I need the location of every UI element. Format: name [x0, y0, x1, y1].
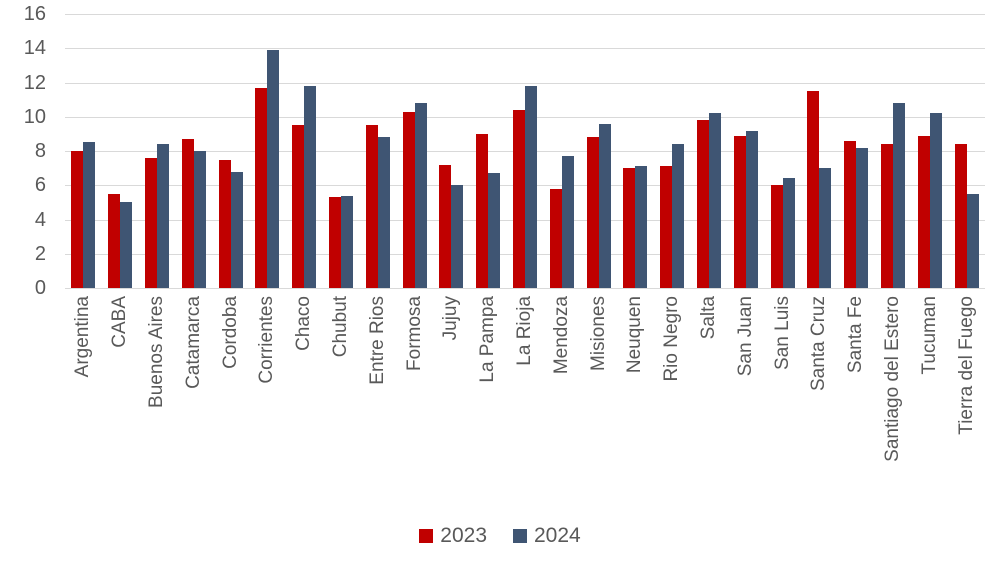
- bar-2024-misiones: [598, 123, 611, 288]
- bar-2023-corrientes: [255, 87, 268, 288]
- legend-swatch-2024: [513, 529, 527, 543]
- bar-2024-chaco: [304, 85, 317, 288]
- bar-2024-buenos-aires: [157, 144, 169, 288]
- y-tick-label-10: 10: [23, 105, 46, 128]
- legend: 2023 2024: [0, 519, 1000, 553]
- bar-2023-neuquen: [623, 168, 636, 288]
- y-tick-label-6: 6: [34, 174, 46, 197]
- x-tick-label-tucuman: Tucuman: [918, 296, 940, 375]
- x-tick-label-mendoza: Mendoza: [550, 296, 572, 375]
- bar-2024-la-rioja: [525, 85, 537, 288]
- bar-2023-tierra-del-fuego: [954, 144, 967, 288]
- x-tick-label-cordoba: Cordoba: [219, 296, 241, 369]
- bar-2024-entre-rios: [377, 137, 390, 288]
- x-tick-label-argentina: Argentina: [72, 296, 94, 378]
- bar-2023-santa-cruz: [807, 91, 820, 288]
- bar-2024-mendoza: [561, 156, 574, 288]
- y-tick-label-2: 2: [34, 242, 46, 265]
- bar-2024-argentina: [83, 142, 96, 288]
- y-tick-label-0: 0: [34, 277, 46, 299]
- y-tick-label-16: 16: [23, 3, 46, 25]
- x-tick-label-neuquen: Neuquen: [624, 296, 646, 374]
- bar-2024-salta: [709, 113, 721, 288]
- gridline-12: [65, 82, 985, 84]
- bar-2024-cordoba: [230, 171, 243, 289]
- bar-2023-chaco: [292, 125, 305, 288]
- bar-2023-la-rioja: [513, 109, 525, 288]
- bar-2023-catamarca: [181, 139, 194, 288]
- y-tick-label-4: 4: [34, 208, 46, 231]
- x-tick-label-salta: Salta: [698, 296, 719, 340]
- bar-2023-santa-fe: [844, 140, 857, 288]
- bar-2024-corrientes: [267, 50, 280, 288]
- legend-item-2024: 2024: [513, 525, 581, 547]
- x-tick-label-formosa: Formosa: [403, 296, 425, 371]
- bar-2023-cordoba: [218, 159, 231, 288]
- bar-2024-san-juan: [745, 130, 758, 288]
- x-tick-label-santa-cruz: Santa Cruz: [808, 296, 830, 392]
- bar-2024-tucuman: [929, 113, 942, 288]
- x-tick-label-misiones: Misiones: [587, 296, 609, 371]
- legend-label-2023: 2023: [440, 524, 487, 547]
- bar-2024-formosa: [414, 103, 427, 288]
- gridline-0: [65, 288, 985, 289]
- x-tick-label-corrientes: Corrientes: [256, 296, 278, 384]
- bar-2024-catamarca: [193, 151, 206, 288]
- y-tick-label-14: 14: [23, 37, 46, 60]
- bar-2023-santiago-del-estero: [881, 144, 893, 288]
- bar-2023-mendoza: [549, 188, 562, 288]
- bar-2023-misiones: [586, 137, 599, 288]
- x-tick-label-catamarca: Catamarca: [182, 296, 204, 389]
- bar-2024-santiago-del-estero: [893, 103, 905, 288]
- bar-2023-formosa: [402, 111, 415, 288]
- x-tick-label-rio-negro: Rio Negro: [661, 296, 683, 382]
- bar-2024-jujuy: [451, 185, 464, 289]
- x-tick-label-caba: CABA: [109, 296, 131, 348]
- x-tick-label-tierra-del-fuego: Tierra del Fuego: [955, 296, 977, 435]
- bar-2024-rio-negro: [672, 144, 685, 288]
- bar-2024-santa-fe: [856, 147, 869, 288]
- x-tick-label-chubut: Chubut: [330, 296, 351, 358]
- bar-2024-tierra-del-fuego: [966, 193, 979, 288]
- x-tick-label-la-pampa: La Pampa: [477, 296, 499, 383]
- legend-label-2024: 2024: [534, 524, 581, 547]
- x-tick-label-san-luis: San Luis: [771, 296, 793, 370]
- bar-2024-caba: [120, 202, 133, 288]
- bar-2023-rio-negro: [660, 166, 673, 288]
- bar-2023-san-juan: [733, 135, 746, 288]
- bar-2023-la-pampa: [476, 133, 489, 288]
- x-tick-label-chaco: Chaco: [293, 296, 315, 351]
- x-tick-label-entre-rios: Entre Rios: [366, 296, 388, 385]
- bar-2023-caba: [108, 193, 121, 288]
- bar-2023-chubut: [329, 197, 341, 288]
- bar-2024-chubut: [341, 195, 353, 288]
- bar-2023-jujuy: [439, 164, 452, 288]
- gridline-16: [65, 14, 985, 15]
- x-tick-label-santiago-del-estero: Santiago del Estero: [882, 296, 903, 462]
- bar-2024-santa-cruz: [819, 168, 832, 288]
- x-tick-label-santa-fe: Santa Fe: [845, 296, 867, 374]
- x-tick-label-jujuy: Jujuy: [440, 296, 462, 341]
- bar-2024-san-luis: [782, 178, 795, 288]
- bar-2024-la-pampa: [488, 173, 501, 288]
- legend-item-2023: 2023: [419, 525, 487, 547]
- bar-2023-san-luis: [770, 185, 783, 289]
- bar-2023-salta: [697, 120, 709, 288]
- bar-2023-tucuman: [917, 135, 930, 288]
- x-tick-label-buenos-aires: Buenos Aires: [146, 296, 167, 408]
- y-tick-label-12: 12: [23, 71, 46, 94]
- x-tick-label-la-rioja: La Rioja: [514, 296, 535, 366]
- y-tick-label-8: 8: [34, 140, 46, 162]
- bar-2023-argentina: [71, 151, 84, 288]
- x-tick-label-san-juan: San Juan: [734, 296, 756, 377]
- gridline-14: [65, 48, 985, 50]
- bar-2023-entre-rios: [365, 125, 378, 288]
- bar-2024-neuquen: [635, 166, 648, 288]
- legend-swatch-2023: [419, 529, 434, 543]
- bar-2023-buenos-aires: [145, 157, 157, 288]
